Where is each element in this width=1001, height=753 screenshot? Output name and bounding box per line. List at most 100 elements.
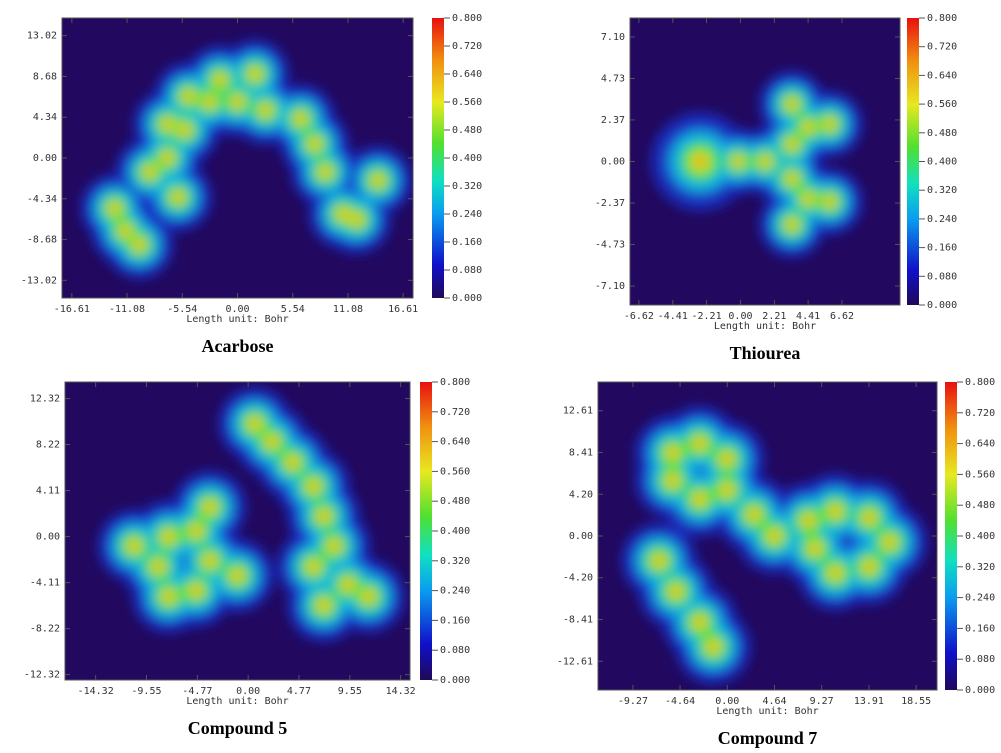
caption: Thiourea <box>730 343 801 363</box>
density-blob <box>696 618 703 626</box>
colorbar-tick-label: 0.640 <box>965 439 995 450</box>
caption: Compound 5 <box>188 718 288 738</box>
colorbar <box>907 18 919 305</box>
caption: Compound 7 <box>718 728 818 748</box>
y-tick-label: -12.32 <box>24 670 60 681</box>
y-tick-label: 13.02 <box>27 31 57 42</box>
density-blob <box>826 121 833 128</box>
density-blob <box>185 93 192 100</box>
y-tick-label: 8.41 <box>569 447 593 458</box>
density-blob <box>192 587 200 594</box>
y-tick-label: 4.11 <box>36 486 60 497</box>
density-blur <box>651 71 863 258</box>
density-blob <box>234 572 241 579</box>
colorbar <box>432 18 444 298</box>
colorbar-tick-label: 0.240 <box>965 593 995 604</box>
y-tick-label: -8.41 <box>563 615 593 626</box>
y-tick-label: 0.00 <box>33 153 57 164</box>
x-tick-label: 16.61 <box>388 304 418 315</box>
density-blob <box>344 581 352 588</box>
y-tick-label: 0.00 <box>36 532 60 543</box>
density-blob <box>832 569 839 577</box>
density-blob <box>353 216 360 223</box>
x-tick-label: -4.77 <box>182 686 212 697</box>
density-blob <box>251 420 258 427</box>
density-blob <box>696 440 703 447</box>
x-axis-label: Length unit: Bohr <box>716 706 818 717</box>
y-tick-label: 4.20 <box>569 489 593 500</box>
x-tick-label: -4.41 <box>658 311 688 322</box>
x-axis-label: Length unit: Bohr <box>714 321 816 332</box>
x-tick-label: -2.21 <box>691 311 721 322</box>
colorbar-tick-label: 0.080 <box>452 265 482 276</box>
x-tick-label: 14.32 <box>386 686 416 697</box>
x-tick-label: 9.55 <box>338 686 362 697</box>
x-tick-label: -5.54 <box>167 304 197 315</box>
colorbar-tick-label: 0.320 <box>927 185 957 196</box>
colorbar-tick-label: 0.720 <box>965 408 995 419</box>
colorbar-tick-label: 0.000 <box>452 293 482 304</box>
x-tick-label: -9.27 <box>618 696 648 707</box>
colorbar-tick-label: 0.240 <box>452 209 482 220</box>
colorbar <box>945 382 957 690</box>
density-blob <box>310 483 317 490</box>
colorbar-tick-label: 0.800 <box>927 13 957 24</box>
density-blob <box>206 503 214 511</box>
density-blob <box>216 76 223 83</box>
density-blob <box>789 141 795 148</box>
colorbar-tick-label: 0.480 <box>965 500 995 511</box>
density-blob <box>709 643 717 651</box>
density-blob <box>136 241 143 248</box>
x-tick-label: 18.55 <box>901 696 931 707</box>
density-blob <box>234 99 241 105</box>
density-blob <box>164 121 171 128</box>
colorbar-tick-label: 0.800 <box>965 377 995 388</box>
colorbar-tick-label: 0.160 <box>440 615 470 626</box>
y-tick-label: 4.34 <box>33 112 57 123</box>
colorbar-tick-label: 0.000 <box>440 675 470 686</box>
density-blur <box>97 387 405 642</box>
x-tick-label: -4.64 <box>665 696 695 707</box>
colorbar <box>420 382 432 680</box>
colorbar-tick-label: 0.480 <box>440 496 470 507</box>
y-tick-label: -2.37 <box>595 198 625 209</box>
density-blob <box>192 527 200 535</box>
x-tick-label: -6.62 <box>624 311 654 322</box>
x-tick-label: 5.54 <box>281 304 305 315</box>
y-tick-label: -8.22 <box>30 624 60 635</box>
y-tick-label: 8.22 <box>36 440 60 451</box>
colorbar-tick-label: 0.400 <box>440 526 470 537</box>
y-tick-label: -4.34 <box>27 194 57 205</box>
caption: Acarbose <box>202 336 274 356</box>
density-blob <box>805 195 812 202</box>
colorbar-tick-label: 0.720 <box>927 42 957 53</box>
density-blob <box>174 194 181 201</box>
density-blob <box>262 107 269 114</box>
density-blob <box>130 542 138 550</box>
density-blob <box>165 593 172 600</box>
colorbar-tick-label: 0.720 <box>452 41 482 52</box>
density-blob <box>154 563 162 570</box>
x-tick-label: 4.77 <box>287 686 311 697</box>
colorbar-tick-label: 0.480 <box>452 125 482 136</box>
colorbar-tick-label: 0.240 <box>440 586 470 597</box>
y-tick-label: 12.32 <box>30 394 60 405</box>
colorbar-tick-label: 0.560 <box>452 97 482 108</box>
colorbar-tick-label: 0.080 <box>927 271 957 282</box>
colorbar-tick-label: 0.560 <box>440 466 470 477</box>
density-blob <box>268 438 276 445</box>
density-blob <box>206 99 213 105</box>
colorbar-tick-label: 0.800 <box>452 13 482 24</box>
density-blob <box>865 563 873 571</box>
x-tick-label: 0.00 <box>236 686 260 697</box>
colorbar-tick-label: 0.080 <box>965 654 995 665</box>
x-tick-label: 13.91 <box>854 696 884 707</box>
x-axis-label: Length unit: Bohr <box>186 314 288 325</box>
density-blob <box>655 557 663 564</box>
colorbar-tick-label: 0.400 <box>927 157 957 168</box>
density-blob <box>669 449 676 457</box>
y-tick-label: -8.68 <box>27 235 57 246</box>
x-tick-label: 2.21 <box>762 311 786 322</box>
x-tick-label: -9.55 <box>131 686 161 697</box>
density-blob <box>252 71 259 77</box>
